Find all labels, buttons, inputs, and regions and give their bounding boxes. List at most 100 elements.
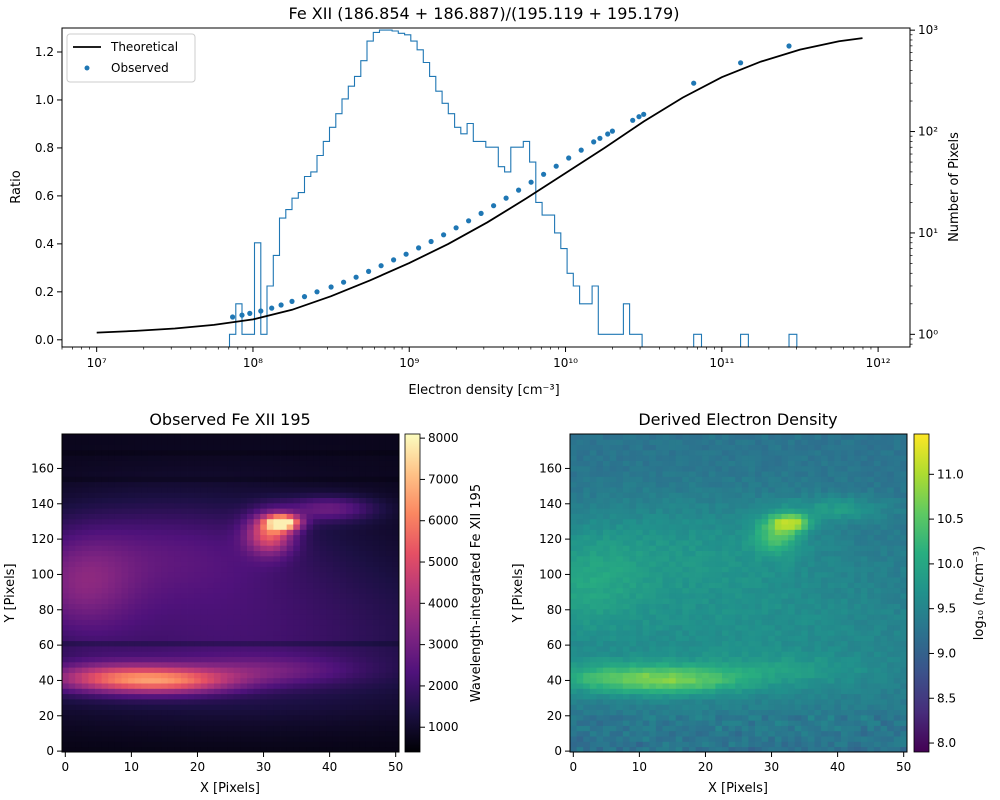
density-pixel (854, 630, 862, 636)
intensity-pixel (280, 439, 288, 445)
intensity-pixel (128, 550, 136, 557)
intensity-pixel (207, 640, 215, 647)
density-pixel (662, 667, 670, 673)
density-pixel (622, 661, 630, 668)
intensity-pixel (81, 709, 89, 716)
intensity-pixel (108, 640, 116, 647)
density-pixel (834, 736, 842, 742)
intensity-pixel (359, 593, 367, 599)
intensity-pixel (114, 449, 122, 456)
intensity-pixel (352, 587, 360, 594)
density-pixel (768, 720, 776, 726)
intensity-pixel (101, 730, 109, 737)
intensity-pixel (392, 487, 399, 493)
intensity-pixel (233, 492, 241, 498)
density-pixel (741, 603, 749, 610)
density-pixel (801, 709, 809, 716)
intensity-pixel (121, 513, 129, 520)
density-pixel (603, 608, 611, 615)
intensity-pixel (167, 566, 175, 573)
density-pixel (576, 582, 584, 589)
intensity-pixel (339, 550, 347, 557)
intensity-pixel (121, 545, 129, 551)
intensity-pixel (108, 603, 116, 610)
intensity-pixel (266, 471, 274, 477)
intensity-pixel (260, 518, 268, 525)
intensity-pixel (352, 746, 360, 752)
density-pixel (807, 746, 815, 752)
intensity-pixel (385, 646, 393, 652)
intensity-pixel (319, 513, 327, 520)
intensity-pixel (352, 434, 360, 440)
intensity-pixel (319, 524, 327, 530)
intensity-pixel (359, 487, 367, 493)
density-pixel (708, 651, 716, 657)
intensity-pixel (273, 646, 281, 652)
intensity-pixel (167, 497, 175, 504)
density-pixel (721, 651, 729, 657)
density-pixel (629, 619, 637, 626)
intensity-pixel (167, 508, 175, 514)
density-pixel (821, 688, 829, 695)
intensity-pixel (68, 704, 76, 710)
intensity-pixel (108, 497, 116, 504)
density-pixel (642, 635, 650, 642)
intensity-pixel (95, 730, 103, 737)
intensity-pixel (121, 460, 129, 467)
intensity-pixel (240, 481, 248, 488)
intensity-pixel (75, 555, 83, 562)
density-pixel (609, 683, 617, 689)
intensity-pixel (147, 646, 155, 652)
density-pixel (695, 730, 703, 737)
intensity-pixel (313, 635, 321, 642)
intensity-pixel (134, 720, 142, 726)
density-pixel (655, 677, 663, 684)
density-pixel (708, 677, 716, 684)
intensity-pixel (134, 608, 142, 615)
intensity-pixel (273, 741, 281, 748)
intensity-pixel (299, 513, 307, 520)
intensity-pixel (273, 513, 281, 520)
density-pixel (854, 699, 862, 705)
intensity-pixel (286, 434, 294, 440)
density-pixel (695, 714, 703, 721)
density-pixel (887, 630, 895, 636)
intensity-pixel (174, 550, 182, 557)
intensity-pixel (253, 683, 261, 689)
intensity-pixel (253, 529, 261, 536)
intensity-pixel (167, 545, 175, 551)
density-pixel (794, 746, 802, 752)
intensity-pixel (174, 587, 182, 594)
intensity-pixel (128, 434, 136, 440)
intensity-pixel (233, 582, 241, 589)
density-pixel (873, 656, 881, 663)
intensity-pixel (220, 667, 228, 673)
intensity-pixel (187, 593, 195, 599)
intensity-pixel (220, 439, 228, 445)
intensity-pixel (286, 614, 294, 620)
density-pixel (642, 741, 650, 748)
density-pixel (814, 667, 822, 673)
density-pixel (735, 699, 743, 705)
intensity-pixel (88, 444, 96, 451)
intensity-pixel (260, 683, 268, 689)
density-pixel (702, 614, 710, 620)
intensity-pixel (372, 619, 380, 626)
intensity-pixel (220, 730, 228, 737)
intensity-pixel (240, 672, 248, 679)
intensity-pixel (359, 725, 367, 732)
intensity-pixel (128, 497, 136, 504)
intensity-pixel (88, 534, 96, 541)
intensity-pixel (266, 439, 274, 445)
density-pixel (900, 683, 907, 689)
intensity-pixel (134, 465, 142, 472)
density-pixel (669, 635, 677, 642)
intensity-pixel (207, 619, 215, 626)
density-pixel (576, 587, 584, 594)
intensity-pixel (299, 434, 307, 440)
density-pixel (662, 646, 670, 652)
intensity-pixel (62, 630, 70, 636)
intensity-pixel (194, 699, 202, 705)
intensity-pixel (220, 534, 228, 541)
density-pixel (774, 661, 782, 668)
